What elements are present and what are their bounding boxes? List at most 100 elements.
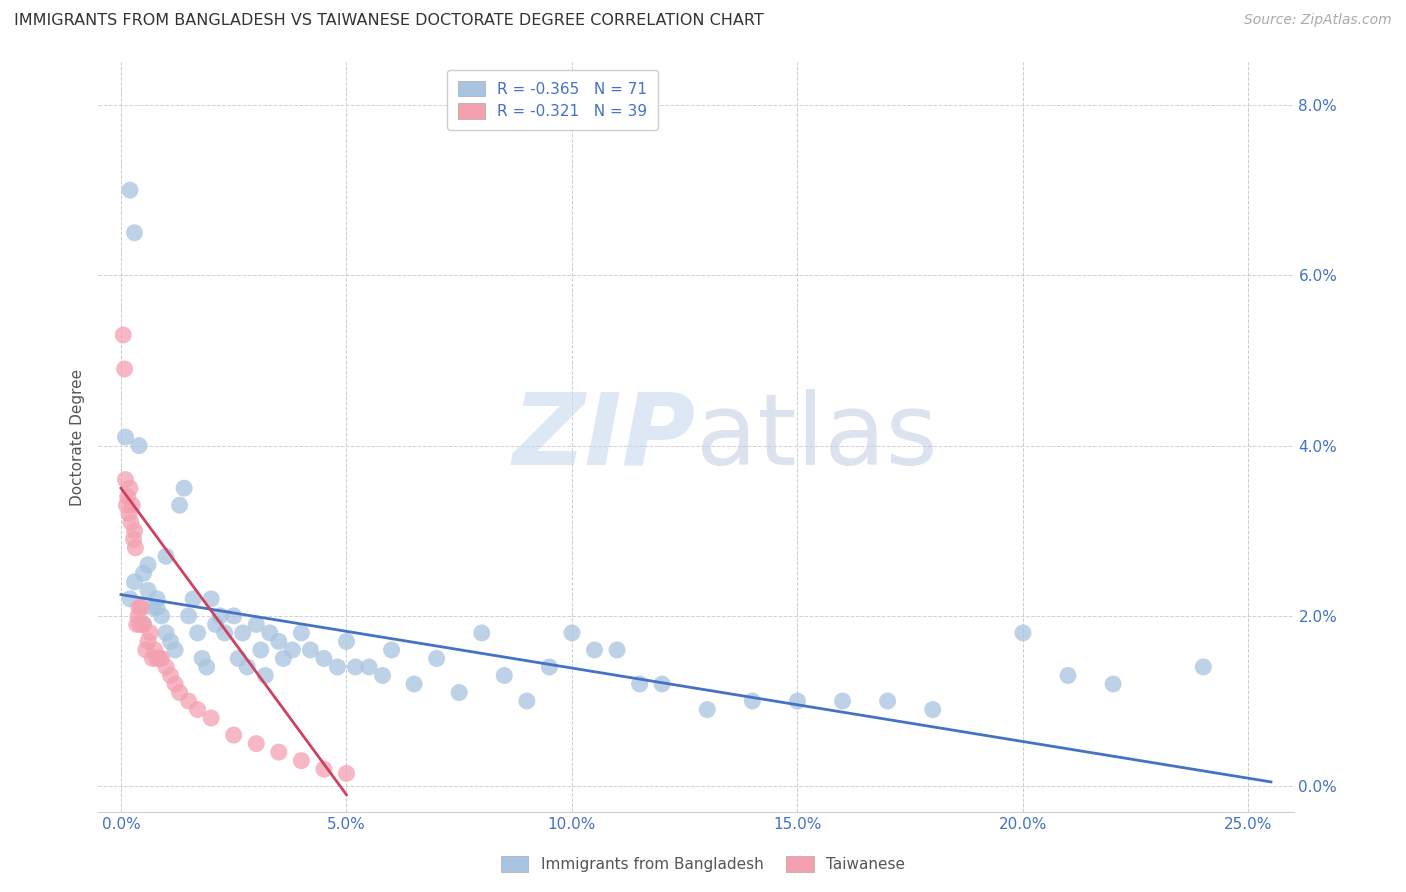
Point xyxy=(125,617,148,632)
Point xyxy=(254,668,277,682)
Point xyxy=(204,617,226,632)
Point xyxy=(124,226,146,240)
Point xyxy=(127,608,149,623)
Point xyxy=(290,754,312,768)
Point xyxy=(259,626,281,640)
Point xyxy=(165,677,187,691)
Point xyxy=(335,634,357,648)
Point xyxy=(148,651,170,665)
Point xyxy=(195,660,218,674)
Point xyxy=(143,643,166,657)
Point xyxy=(1102,677,1125,691)
Point xyxy=(122,533,145,547)
Point xyxy=(124,524,146,538)
Point xyxy=(141,600,163,615)
Point xyxy=(129,617,152,632)
Point xyxy=(222,728,245,742)
Point xyxy=(150,651,173,665)
Point xyxy=(114,362,136,376)
Point xyxy=(606,643,628,657)
Point xyxy=(404,677,426,691)
Point xyxy=(124,541,146,555)
Point xyxy=(132,617,155,632)
Point xyxy=(1192,660,1215,674)
Point xyxy=(187,702,209,716)
Point xyxy=(118,591,141,606)
Point xyxy=(741,694,763,708)
Point xyxy=(141,651,163,665)
Point xyxy=(449,685,471,699)
Point xyxy=(181,591,204,606)
Point xyxy=(1012,626,1035,640)
Legend: Immigrants from Bangladesh, Taiwanese: Immigrants from Bangladesh, Taiwanese xyxy=(494,848,912,880)
Point xyxy=(115,498,138,512)
Point xyxy=(232,626,254,640)
Text: atlas: atlas xyxy=(696,389,938,485)
Point xyxy=(371,668,394,682)
Point xyxy=(696,702,718,716)
Point xyxy=(129,600,152,615)
Point xyxy=(136,634,159,648)
Point xyxy=(651,677,673,691)
Point xyxy=(136,583,159,598)
Point xyxy=(187,626,209,640)
Text: ZIP: ZIP xyxy=(513,389,696,485)
Point xyxy=(344,660,367,674)
Point xyxy=(120,515,142,529)
Point xyxy=(177,608,200,623)
Point xyxy=(538,660,561,674)
Point xyxy=(516,694,538,708)
Point xyxy=(135,643,157,657)
Point xyxy=(112,327,135,342)
Point xyxy=(173,481,195,495)
Point xyxy=(1057,668,1080,682)
Legend: R = -0.365   N = 71, R = -0.321   N = 39: R = -0.365 N = 71, R = -0.321 N = 39 xyxy=(447,70,658,129)
Point xyxy=(155,626,177,640)
Point xyxy=(155,549,177,564)
Point xyxy=(124,574,146,589)
Point xyxy=(299,643,322,657)
Point xyxy=(146,600,169,615)
Point xyxy=(165,643,187,657)
Point xyxy=(236,660,259,674)
Point xyxy=(357,660,380,674)
Point xyxy=(114,430,136,444)
Point xyxy=(136,558,159,572)
Point xyxy=(831,694,853,708)
Point xyxy=(281,643,304,657)
Point xyxy=(146,651,169,665)
Point xyxy=(921,702,943,716)
Point xyxy=(200,591,222,606)
Point xyxy=(267,634,290,648)
Point xyxy=(494,668,516,682)
Point xyxy=(177,694,200,708)
Point xyxy=(245,737,267,751)
Point xyxy=(128,600,150,615)
Point xyxy=(146,591,169,606)
Point xyxy=(273,651,295,665)
Point xyxy=(290,626,312,640)
Point xyxy=(128,439,150,453)
Point xyxy=(249,643,271,657)
Point xyxy=(150,608,173,623)
Point xyxy=(561,626,583,640)
Y-axis label: Doctorate Degree: Doctorate Degree xyxy=(70,368,86,506)
Text: IMMIGRANTS FROM BANGLADESH VS TAIWANESE DOCTORATE DEGREE CORRELATION CHART: IMMIGRANTS FROM BANGLADESH VS TAIWANESE … xyxy=(14,13,763,29)
Point xyxy=(876,694,898,708)
Point xyxy=(132,617,155,632)
Point xyxy=(426,651,449,665)
Point xyxy=(139,626,162,640)
Point xyxy=(214,626,236,640)
Point xyxy=(169,685,191,699)
Point xyxy=(169,498,191,512)
Point xyxy=(118,183,141,197)
Point xyxy=(471,626,494,640)
Point xyxy=(118,481,141,495)
Point xyxy=(209,608,232,623)
Point xyxy=(121,498,143,512)
Point xyxy=(312,762,335,776)
Point xyxy=(583,643,606,657)
Text: Source: ZipAtlas.com: Source: ZipAtlas.com xyxy=(1244,13,1392,28)
Point xyxy=(786,694,808,708)
Point xyxy=(222,608,245,623)
